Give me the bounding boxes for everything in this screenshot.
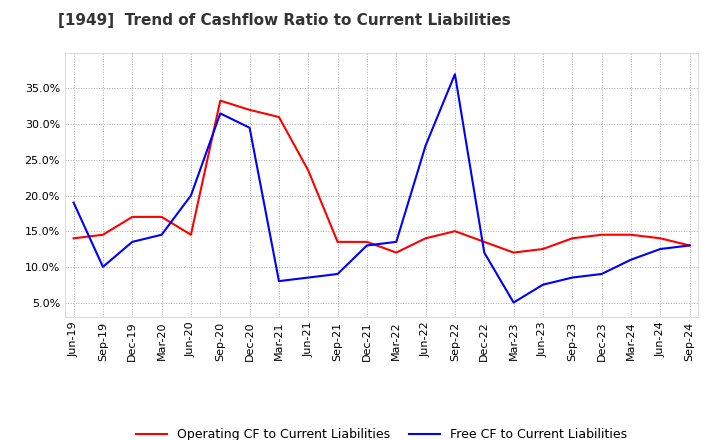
Free CF to Current Liabilities — [539, 282, 547, 287]
Free CF to Current Liabilities — [509, 300, 518, 305]
Operating CF to Current Liabilities — [568, 236, 577, 241]
Operating CF to Current Liabilities — [392, 250, 400, 255]
Line: Free CF to Current Liabilities: Free CF to Current Liabilities — [73, 74, 690, 303]
Free CF to Current Liabilities — [392, 239, 400, 245]
Free CF to Current Liabilities — [333, 271, 342, 277]
Operating CF to Current Liabilities — [421, 236, 430, 241]
Operating CF to Current Liabilities — [157, 214, 166, 220]
Operating CF to Current Liabilities — [598, 232, 606, 238]
Operating CF to Current Liabilities — [509, 250, 518, 255]
Operating CF to Current Liabilities — [363, 239, 372, 245]
Operating CF to Current Liabilities — [451, 228, 459, 234]
Free CF to Current Liabilities — [598, 271, 606, 277]
Operating CF to Current Liabilities — [539, 246, 547, 252]
Free CF to Current Liabilities — [421, 143, 430, 148]
Free CF to Current Liabilities — [451, 72, 459, 77]
Free CF to Current Liabilities — [685, 243, 694, 248]
Operating CF to Current Liabilities — [274, 114, 283, 120]
Operating CF to Current Liabilities — [626, 232, 635, 238]
Operating CF to Current Liabilities — [128, 214, 137, 220]
Free CF to Current Liabilities — [99, 264, 107, 269]
Operating CF to Current Liabilities — [685, 243, 694, 248]
Operating CF to Current Liabilities — [656, 236, 665, 241]
Free CF to Current Liabilities — [69, 200, 78, 205]
Text: [1949]  Trend of Cashflow Ratio to Current Liabilities: [1949] Trend of Cashflow Ratio to Curren… — [58, 13, 510, 28]
Operating CF to Current Liabilities — [333, 239, 342, 245]
Free CF to Current Liabilities — [186, 193, 195, 198]
Operating CF to Current Liabilities — [246, 107, 254, 113]
Free CF to Current Liabilities — [656, 246, 665, 252]
Free CF to Current Liabilities — [363, 243, 372, 248]
Free CF to Current Liabilities — [480, 250, 489, 255]
Free CF to Current Liabilities — [157, 232, 166, 238]
Operating CF to Current Liabilities — [216, 98, 225, 103]
Free CF to Current Liabilities — [246, 125, 254, 130]
Operating CF to Current Liabilities — [480, 239, 489, 245]
Free CF to Current Liabilities — [568, 275, 577, 280]
Free CF to Current Liabilities — [626, 257, 635, 262]
Line: Operating CF to Current Liabilities: Operating CF to Current Liabilities — [73, 101, 690, 253]
Free CF to Current Liabilities — [216, 111, 225, 116]
Operating CF to Current Liabilities — [304, 168, 312, 173]
Legend: Operating CF to Current Liabilities, Free CF to Current Liabilities: Operating CF to Current Liabilities, Fre… — [131, 423, 632, 440]
Free CF to Current Liabilities — [274, 279, 283, 284]
Operating CF to Current Liabilities — [99, 232, 107, 238]
Operating CF to Current Liabilities — [69, 236, 78, 241]
Operating CF to Current Liabilities — [186, 232, 195, 238]
Free CF to Current Liabilities — [128, 239, 137, 245]
Free CF to Current Liabilities — [304, 275, 312, 280]
